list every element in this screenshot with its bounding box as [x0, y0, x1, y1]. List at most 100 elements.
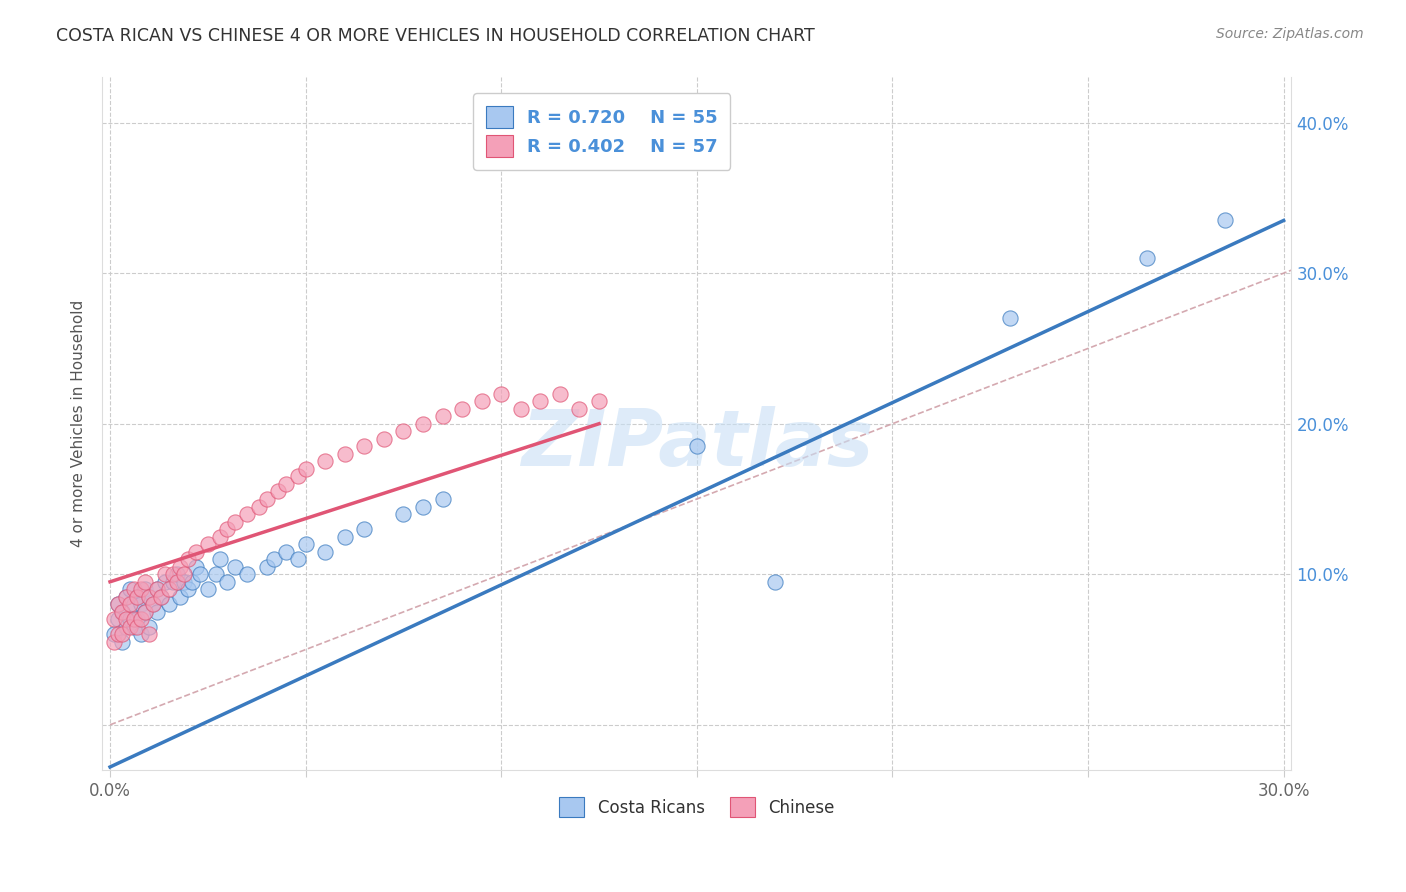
Point [236, 507, 259, 521]
Point [188, 567, 211, 582]
Point [149, 590, 172, 604]
Point [353, 439, 375, 453]
Point [333, 447, 356, 461]
Point [111, 605, 134, 619]
Point [103, 627, 125, 641]
Point [111, 605, 134, 619]
Point [224, 559, 246, 574]
Point [208, 552, 231, 566]
Point [162, 567, 184, 582]
Point [107, 627, 129, 641]
Point [217, 574, 239, 589]
Point [166, 574, 188, 589]
Point [127, 590, 149, 604]
Point [686, 439, 709, 453]
Point [412, 500, 434, 514]
Point [166, 567, 188, 582]
Point [1213, 213, 1236, 227]
Point [118, 582, 141, 597]
Point [509, 401, 531, 416]
Point [134, 605, 156, 619]
Point [111, 635, 134, 649]
Point [529, 394, 551, 409]
Point [118, 598, 141, 612]
Point [122, 598, 145, 612]
Point [107, 612, 129, 626]
Point [432, 491, 454, 506]
Point [134, 605, 156, 619]
Legend: Costa Ricans, Chinese: Costa Ricans, Chinese [553, 790, 841, 824]
Point [146, 605, 169, 619]
Point [114, 590, 136, 604]
Text: Source: ZipAtlas.com: Source: ZipAtlas.com [1216, 27, 1364, 41]
Point [392, 507, 415, 521]
Point [184, 544, 207, 558]
Point [568, 401, 591, 416]
Point [111, 627, 134, 641]
Point [122, 620, 145, 634]
Point [197, 537, 219, 551]
Point [763, 574, 786, 589]
Point [177, 552, 200, 566]
Point [146, 582, 169, 597]
Point [127, 612, 149, 626]
Point [294, 537, 316, 551]
Point [107, 598, 129, 612]
Point [122, 582, 145, 597]
Point [138, 590, 160, 604]
Point [998, 311, 1021, 326]
Point [157, 582, 180, 597]
Point [1136, 251, 1159, 265]
Point [256, 491, 278, 506]
Point [134, 574, 156, 589]
Point [146, 582, 169, 597]
Point [114, 612, 136, 626]
Point [287, 552, 309, 566]
Point [157, 598, 180, 612]
Point [118, 620, 141, 634]
Point [373, 432, 395, 446]
Point [197, 582, 219, 597]
Point [118, 612, 141, 626]
Point [204, 567, 226, 582]
Point [392, 424, 415, 438]
Point [103, 635, 125, 649]
Point [173, 574, 195, 589]
Point [274, 477, 297, 491]
Point [131, 627, 153, 641]
Point [432, 409, 454, 424]
Point [134, 582, 156, 597]
Point [127, 620, 149, 634]
Point [149, 590, 172, 604]
Point [107, 598, 129, 612]
Point [208, 530, 231, 544]
Point [236, 567, 259, 582]
Point [256, 559, 278, 574]
Point [181, 574, 204, 589]
Point [173, 567, 195, 582]
Point [263, 552, 285, 566]
Point [169, 559, 191, 574]
Point [489, 386, 512, 401]
Point [114, 620, 136, 634]
Point [247, 500, 270, 514]
Point [274, 544, 297, 558]
Point [294, 462, 316, 476]
Point [177, 582, 200, 597]
Point [267, 484, 290, 499]
Point [153, 574, 176, 589]
Point [127, 590, 149, 604]
Point [333, 530, 356, 544]
Point [184, 559, 207, 574]
Point [588, 394, 610, 409]
Point [114, 590, 136, 604]
Point [314, 544, 336, 558]
Point [142, 598, 165, 612]
Point [224, 515, 246, 529]
Point [131, 582, 153, 597]
Point [314, 454, 336, 468]
Text: COSTA RICAN VS CHINESE 4 OR MORE VEHICLES IN HOUSEHOLD CORRELATION CHART: COSTA RICAN VS CHINESE 4 OR MORE VEHICLE… [56, 27, 815, 45]
Y-axis label: 4 or more Vehicles in Household: 4 or more Vehicles in Household [72, 300, 86, 548]
Point [412, 417, 434, 431]
Point [142, 598, 165, 612]
